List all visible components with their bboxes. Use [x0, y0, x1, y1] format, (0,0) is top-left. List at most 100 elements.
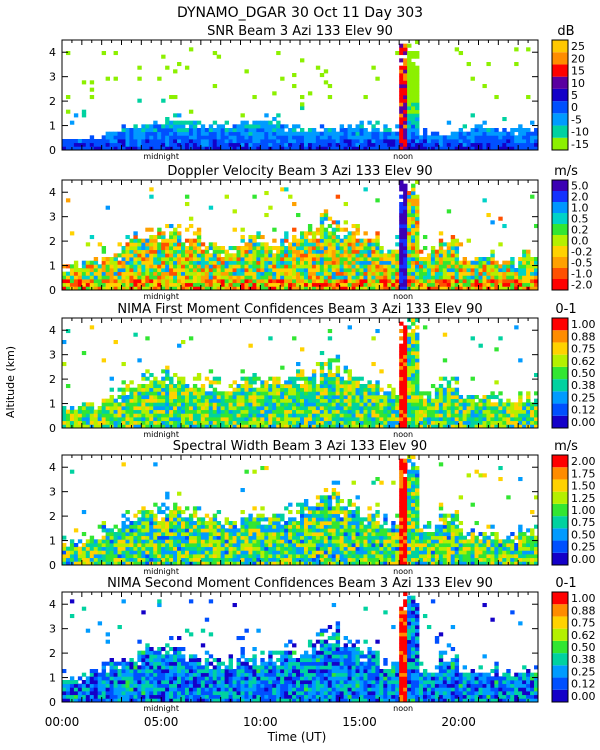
heatmap-cell	[434, 279, 440, 284]
heatmap-cell	[514, 424, 519, 429]
heatmap-cell	[407, 358, 412, 363]
heatmap-cell	[426, 264, 432, 269]
heatmap-cell	[434, 398, 440, 403]
heatmap-cell	[65, 139, 71, 144]
heatmap-cell	[204, 142, 210, 147]
heatmap-cell	[137, 142, 142, 147]
heatmap-cell	[133, 402, 138, 407]
heatmap-cell	[379, 142, 384, 147]
heatmap-cell	[403, 231, 408, 236]
heatmap-cell	[514, 413, 519, 418]
heatmap-cell	[177, 131, 182, 136]
heatmap-cell	[129, 550, 134, 555]
heatmap-cell	[419, 135, 424, 140]
heatmap-cell	[264, 391, 269, 396]
heatmap-cell	[411, 231, 416, 236]
heatmap-cell	[335, 224, 341, 229]
colorbar-segment	[552, 101, 568, 114]
heatmap-cell	[494, 286, 499, 291]
heatmap-cell	[169, 135, 174, 140]
heatmap-cell	[458, 409, 464, 414]
heatmap-cell	[133, 521, 138, 526]
heatmap-cell	[288, 417, 293, 422]
heatmap-cell	[371, 395, 376, 400]
heatmap-cell	[518, 135, 523, 140]
heatmap-cell	[327, 128, 333, 133]
heatmap-cell	[73, 260, 79, 265]
heatmap-cell	[311, 420, 317, 425]
heatmap-cell	[192, 521, 198, 526]
heatmap-cell	[407, 102, 412, 107]
heatmap-cell	[236, 135, 241, 140]
heatmap-cell	[506, 139, 511, 144]
heatmap-cell	[276, 124, 281, 129]
heatmap-cell	[228, 546, 233, 551]
heatmap-cell	[403, 249, 408, 254]
heatmap-cell	[490, 139, 495, 144]
heatmap-cell	[248, 135, 253, 140]
heatmap-cell	[161, 131, 166, 136]
heatmap-cell	[161, 402, 166, 407]
heatmap-cell	[272, 279, 277, 284]
heatmap-cell	[296, 242, 301, 247]
heatmap-cell	[117, 528, 122, 533]
heatmap-cell	[85, 146, 91, 151]
heatmap-cell	[244, 424, 249, 429]
heatmap-cell	[323, 413, 329, 418]
heatmap-cell	[181, 532, 186, 537]
heatmap-cell	[240, 406, 245, 411]
heatmap-cell	[169, 550, 174, 555]
heatmap-cell	[121, 253, 126, 258]
heatmap-cell	[248, 264, 253, 269]
heatmap-cell	[434, 271, 440, 276]
heatmap-cell	[260, 246, 265, 251]
heatmap-cell	[121, 550, 126, 555]
heatmap-cell	[323, 209, 329, 214]
heatmap-cell	[276, 286, 281, 291]
heatmap-cell	[470, 260, 475, 265]
heatmap-cell	[403, 135, 408, 140]
heatmap-cell	[387, 282, 392, 287]
heatmap-cell	[272, 139, 277, 144]
heatmap-cell	[97, 146, 103, 151]
heatmap-cell	[347, 402, 352, 407]
heatmap-cell	[506, 402, 511, 407]
heatmap-cell	[200, 268, 206, 273]
heatmap-cell	[347, 373, 352, 378]
heatmap-cell	[109, 413, 114, 418]
heatmap-cell	[327, 282, 333, 287]
heatmap-cell	[77, 550, 83, 555]
heatmap-cell	[399, 384, 404, 389]
heatmap-cell	[319, 384, 325, 389]
heatmap-cell	[530, 420, 535, 425]
colorbar-segment	[552, 125, 568, 138]
heatmap-cell	[375, 282, 380, 287]
heatmap-cell	[204, 398, 210, 403]
heatmap-cell	[359, 142, 364, 147]
heatmap-cell	[514, 402, 519, 407]
heatmap-cell	[81, 561, 87, 566]
heatmap-cell	[181, 417, 186, 422]
heatmap-cell	[399, 128, 404, 133]
heatmap-cell	[149, 373, 154, 378]
heatmap-cell	[65, 279, 71, 284]
heatmap-cell	[426, 260, 432, 265]
heatmap-cell	[145, 139, 150, 144]
heatmap-cell	[268, 279, 273, 284]
heatmap-cell	[395, 402, 400, 407]
heatmap-cell	[482, 275, 487, 280]
heatmap-cell	[272, 424, 277, 429]
heatmap-cell	[200, 249, 206, 254]
heatmap-cell	[153, 557, 158, 562]
heatmap-cell	[411, 95, 416, 100]
heatmap-cell	[212, 557, 218, 562]
heatmap-cell	[343, 257, 348, 262]
heatmap-cell	[335, 235, 341, 240]
heatmap-cell	[415, 113, 420, 118]
heatmap-cell	[248, 275, 253, 280]
heatmap-cell	[335, 417, 341, 422]
heatmap-cell	[177, 124, 182, 129]
heatmap-cell	[236, 268, 241, 273]
heatmap-cell	[184, 561, 190, 566]
heatmap-cell	[486, 420, 491, 425]
